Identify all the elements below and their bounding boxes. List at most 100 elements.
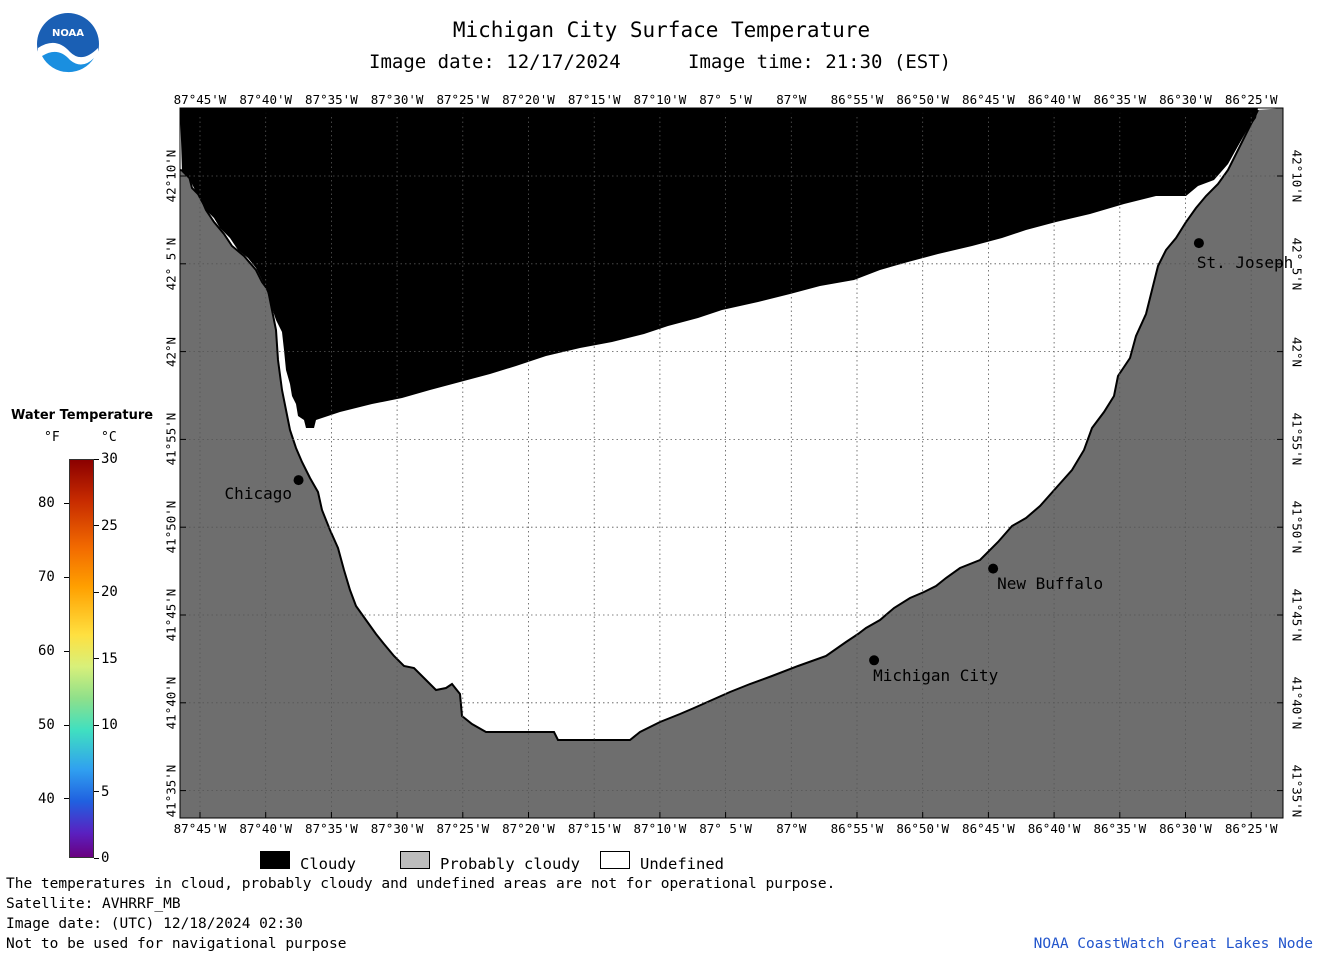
scale-tick-fahrenheit: 50 [38,717,55,733]
footer-note: The temperatures in cloud, probably clou… [6,876,836,892]
legend-label-undefined: Undefined [640,855,724,873]
lon-tick-label: 87°W [776,821,807,836]
scale-tick-fahrenheit: 80 [38,495,55,512]
footer-utc-date: Image date: (UTC) 12/18/2024 02:30 [6,916,303,932]
lat-tick-label: 41°45'N [1289,588,1305,642]
scale-tick-mark [64,650,69,652]
scale-tick-mark [64,798,69,800]
lat-tick-label: 42° 5'N [163,237,179,291]
lon-tick-label: 86°55'W [830,92,884,107]
lon-tick-label: 87°45'W [173,92,227,107]
lon-tick-label: 87°35'W [305,821,358,836]
scale-tick-mark [94,791,99,792]
scale-tick-mark [64,502,69,504]
lon-tick-label: 86°40'W [1027,821,1081,836]
lon-tick-label: 87°15'W [567,92,621,107]
temperature-colorbar [69,459,94,858]
noaa-logo-icon: NOAA [37,13,99,76]
lon-tick-label: 87°40'W [239,92,293,107]
scale-tick-mark [94,724,99,726]
scale-tick-celsius: 0 [101,850,110,866]
lon-tick-label: 86°35'W [1093,92,1147,107]
city-marker [988,563,999,574]
lon-tick-label: 86°40'W [1027,92,1081,107]
lon-tick-label: 87°30'W [370,92,424,107]
lon-tick-label: 87°W [776,92,807,107]
city-markers [293,238,1204,666]
scale-tick-celsius: 25 [101,517,118,534]
land-west [180,108,1283,818]
scale-tick-fahrenheit: 40 [38,790,55,807]
lat-tick-label: 41°55'N [163,413,179,466]
city-label: New Buffalo [997,573,1104,593]
map-frame [179,107,1284,819]
footer-disclaimer: Not to be used for navigational purpose [6,936,347,952]
lon-tick-label: 86°50'W [896,821,950,836]
lat-lon-grid [180,108,1283,818]
lat-tick-label: 41°50'N [163,500,179,554]
scale-tick-celsius: 10 [101,717,118,733]
lat-tick-label: 42°10'N [163,149,179,203]
page-title: Michigan City Surface Temperature [452,18,871,42]
cloudy-area [180,108,1258,428]
scale-tick-mark [94,591,99,593]
lon-tick-label: 86°25'W [1224,92,1278,107]
lon-tick-label: 87°45'W [173,821,227,836]
footer-credit: NOAA CoastWatch Great Lakes Node [1033,936,1313,952]
city-marker [293,475,304,486]
lon-tick-label: 87°20'W [502,92,555,107]
lon-tick-label: 87°35'W [305,92,358,107]
lon-tick-label: 87° 5'W [699,92,752,107]
lat-tick-label: 41°50'N [1289,500,1305,554]
lon-tick-label: 86°30'W [1159,92,1212,107]
lat-tick-label: 41°45'N [163,588,179,642]
lon-tick-label: 87° 5'W [699,821,752,836]
scale-tick-mark [64,576,69,578]
lat-tick-label: 42°10'N [1289,149,1305,203]
unit-fahrenheit: °F [44,430,60,445]
image-time: Image time: 21:30 (EST) [688,51,952,73]
lat-tick-label: 42°N [163,336,179,367]
legend-label-probably-cloudy: Probably cloudy [440,855,580,873]
scale-tick-celsius: 30 [101,451,118,467]
footer-satellite: Satellite: AVHRRF_MB [6,896,181,912]
lon-tick-label: 87°40'W [239,821,293,836]
city-label: St. Joseph [1196,253,1294,273]
image-date: Image date: 12/17/2024 [369,51,621,73]
scale-tick-mark [94,658,99,659]
city-label: Michigan City [873,666,999,686]
lat-tick-label: 41°35'N [1289,764,1305,817]
legend-swatch-undefined [600,851,630,869]
lat-tick-label: 41°35'N [163,764,179,817]
shoreline [179,109,1259,741]
logo-text: NOAA [52,28,84,39]
scale-tick-celsius: 15 [101,650,118,667]
lon-tick-label: 87°20'W [502,821,555,836]
scale-tick-mark [94,458,99,460]
lat-tick-label: 41°40'N [163,676,179,730]
legend-label-cloudy: Cloudy [300,855,356,873]
city-marker [1193,238,1204,249]
legend-swatch-probably-cloudy [400,851,430,869]
lat-tick-label: 41°55'N [1289,413,1305,466]
scale-tick-fahrenheit: 70 [38,569,55,586]
lon-tick-label: 86°50'W [896,92,950,107]
lon-tick-label: 86°35'W [1093,821,1147,836]
lat-tick-label: 42°N [1289,336,1305,367]
city-marker [869,655,880,666]
scale-tick-mark [94,857,99,859]
lon-tick-label: 87°30'W [370,821,424,836]
scale-tick-mark [64,724,69,726]
legend-swatch-cloudy [260,851,290,869]
lon-tick-label: 87°25'W [436,821,490,836]
scale-tick-celsius: 20 [101,584,118,600]
lon-tick-label: 86°45'W [962,821,1015,836]
scale-tick-mark [94,525,99,526]
lat-tick-label: 41°40'N [1289,676,1305,730]
lon-tick-label: 86°25'W [1224,821,1278,836]
unit-celsius: °C [101,430,117,445]
lon-tick-label: 86°30'W [1159,821,1212,836]
lon-tick-label: 87°25'W [436,92,490,107]
lon-tick-label: 87°10'W [633,92,687,107]
city-label: Chicago [224,484,292,504]
